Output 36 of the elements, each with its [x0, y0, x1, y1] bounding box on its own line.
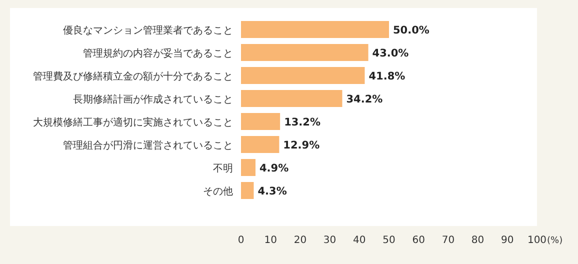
bar: [241, 21, 389, 38]
x-tick-label: 90: [501, 235, 514, 246]
bar: [241, 44, 368, 61]
y-tick-label: 優良なマンション管理業者であること: [63, 24, 233, 36]
x-tick-label: 40: [353, 235, 366, 246]
x-tick-label: 20: [294, 235, 307, 246]
y-tick-label: 長期修繕計画が作成されていること: [73, 94, 233, 106]
data-label: 43.0%: [372, 48, 410, 60]
y-tick-label: 管理費及び修繕積立金の額が十分であること: [33, 70, 233, 82]
data-label: 4.3%: [258, 186, 288, 198]
y-tick-label: 不明: [213, 164, 233, 174]
bar: [241, 113, 280, 130]
x-tick-label: 30: [323, 235, 336, 246]
data-label: 50.0%: [393, 24, 430, 36]
y-tick-label: 管理規約の内容が妥当であること: [83, 48, 233, 60]
x-tick-label: 0: [238, 235, 244, 246]
y-tick-label: 管理組合が円滑に運営されていること: [63, 140, 233, 152]
data-label: 41.8%: [368, 70, 406, 82]
y-tick-label: 大規模修繕工事が適切に実施されていること: [33, 116, 233, 128]
data-label: 12.9%: [283, 140, 320, 152]
x-tick-label: 80: [471, 235, 484, 246]
x-tick-label: 10: [264, 235, 277, 246]
x-tick-label: 60: [412, 235, 425, 246]
bar: [241, 90, 342, 107]
data-label: 4.9%: [260, 162, 290, 174]
data-label: 13.2%: [284, 116, 321, 128]
data-label: 34.2%: [346, 94, 384, 106]
bar: [241, 67, 365, 84]
y-tick-label: その他: [203, 186, 233, 198]
bar: [241, 182, 254, 199]
x-tick-label: 50: [382, 235, 396, 246]
bar: [241, 159, 256, 176]
bar: [241, 136, 280, 153]
x-tick-label: 70: [442, 235, 455, 246]
x-tick-label: 100: [527, 235, 547, 246]
x-axis-title: (%): [547, 236, 563, 246]
